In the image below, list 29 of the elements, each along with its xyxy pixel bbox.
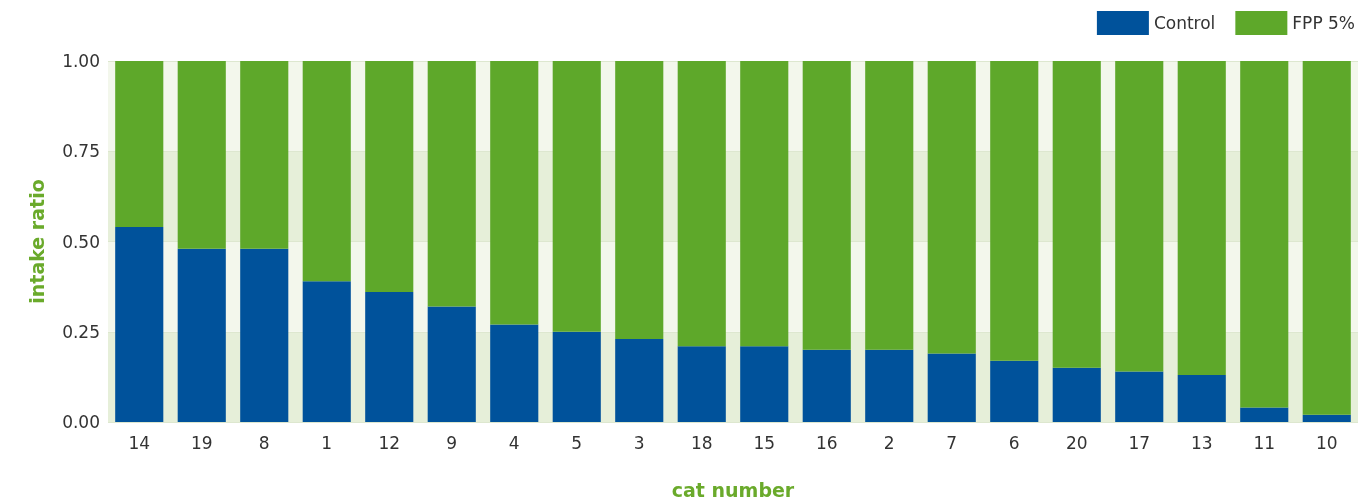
- x-tick-label: 20: [1065, 432, 1088, 453]
- y-tick-label: 0.75: [62, 141, 100, 162]
- y-tick-label: 0.50: [62, 231, 100, 252]
- x-tick-label: 19: [190, 432, 213, 453]
- x-tick-label: 5: [571, 432, 583, 453]
- y-tick-label: 1.00: [62, 51, 100, 71]
- x-tick-label: 16: [815, 432, 838, 453]
- x-tick-label: 12: [378, 432, 401, 453]
- x-tick-label: 9: [446, 432, 458, 453]
- legend-label: FPP 5%: [1292, 13, 1355, 33]
- x-tick-label: 2: [883, 432, 895, 453]
- x-tick-label: 10: [1315, 432, 1338, 453]
- y-tick-label: 0.00: [62, 412, 100, 432]
- x-tick-label: 8: [258, 432, 270, 453]
- x-tick-label: 17: [1128, 432, 1151, 453]
- x-tick-label: 14: [128, 432, 151, 453]
- y-axis-title: intake ratio: [25, 179, 48, 304]
- x-tick-label: 18: [690, 432, 713, 453]
- x-tick-label: 13: [1190, 432, 1213, 453]
- x-tick-label: 3: [633, 432, 645, 453]
- x-tick-label: 7: [946, 432, 958, 453]
- x-tick-label: 1: [321, 432, 333, 453]
- y-tick-label: 0.25: [62, 321, 100, 342]
- x-axis-title: cat number: [671, 478, 795, 501]
- x-tick-label: 6: [1008, 432, 1020, 453]
- x-tick-label: 4: [508, 432, 520, 453]
- x-tick-label: 11: [1253, 432, 1276, 453]
- x-tick-label: 15: [753, 432, 776, 453]
- legend-label: Control: [1153, 13, 1216, 33]
